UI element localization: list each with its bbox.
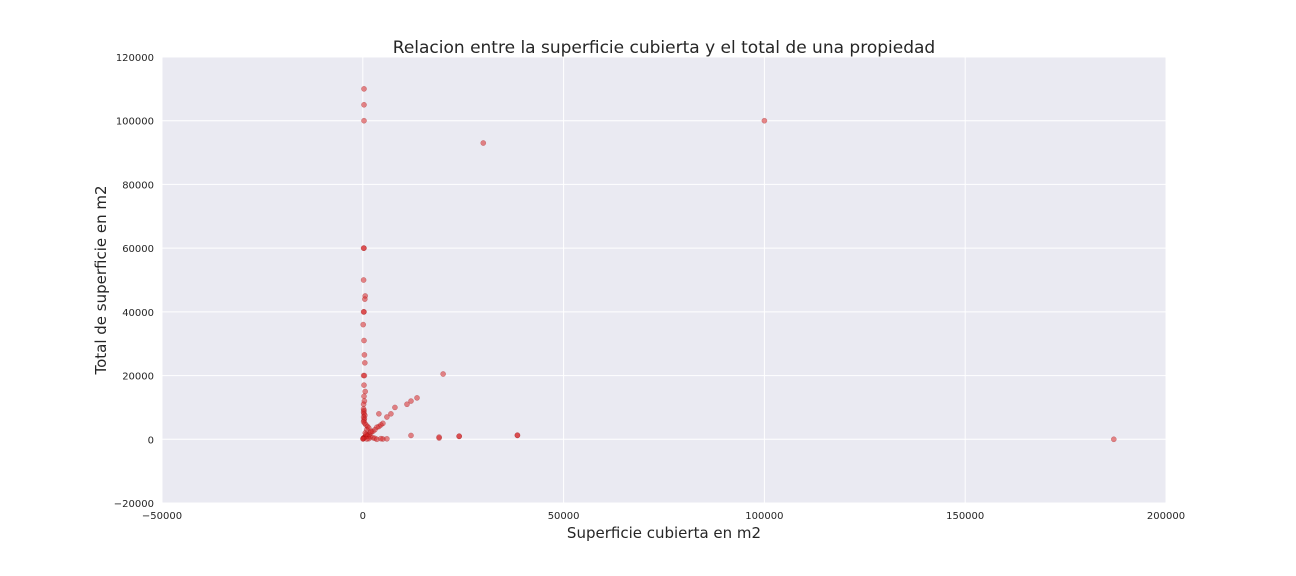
data-point <box>408 432 414 439</box>
data-point <box>361 337 367 344</box>
x-axis-label: Superficie cubierta en m2 <box>567 524 761 542</box>
x-tick-label: −50000 <box>142 511 182 522</box>
x-axis-ticks: −50000 0 50000 100000 150000 200000 <box>142 511 1185 522</box>
data-point <box>361 117 367 124</box>
data-point <box>361 86 367 92</box>
data-point <box>362 388 369 395</box>
y-tick-label: 120000 <box>116 53 154 64</box>
y-axis-label: Total de superficie en m2 <box>92 185 110 375</box>
data-point <box>388 410 394 417</box>
y-tick-label: 40000 <box>122 308 154 319</box>
y-axis-ticks: −20000 0 20000 40000 60000 80000 100000 120000 <box>114 53 154 510</box>
x-tick-label: 150000 <box>946 511 984 522</box>
grid-lines <box>161 56 1167 504</box>
data-point <box>436 434 442 440</box>
y-tick-label: 80000 <box>122 180 154 191</box>
data-point <box>367 428 374 435</box>
data-point <box>360 277 367 283</box>
data-point <box>374 436 380 443</box>
data-point <box>361 359 368 366</box>
y-tick-label: 20000 <box>122 372 154 383</box>
data-point <box>414 395 420 401</box>
y-tick-label: −20000 <box>114 499 154 510</box>
y-tick-label: 0 <box>148 435 154 446</box>
chart-title: Relacion entre la superficie cubierta y … <box>393 38 935 58</box>
data-points <box>360 86 1117 443</box>
x-tick-label: 100000 <box>745 511 783 522</box>
data-point <box>361 296 368 302</box>
data-point <box>361 101 367 108</box>
data-point <box>361 372 368 379</box>
y-tick-label: 60000 <box>122 244 154 255</box>
plot-area <box>162 57 1166 503</box>
data-point <box>363 436 370 442</box>
data-point <box>1110 436 1117 443</box>
data-point <box>376 410 382 417</box>
data-point <box>361 382 367 388</box>
y-tick-label: 100000 <box>116 117 154 128</box>
data-point <box>456 433 463 439</box>
data-point <box>360 245 367 251</box>
data-point <box>480 140 487 146</box>
data-point <box>408 398 414 404</box>
data-point <box>404 401 410 408</box>
x-tick-label: 50000 <box>548 511 580 522</box>
data-point <box>514 432 521 438</box>
data-point <box>384 414 390 420</box>
data-point <box>360 321 367 328</box>
data-point <box>761 117 768 124</box>
data-point <box>361 352 368 358</box>
data-point <box>384 435 390 442</box>
x-tick-label: 0 <box>360 511 366 522</box>
data-point <box>360 309 367 315</box>
data-point <box>440 371 446 377</box>
data-point <box>361 393 367 400</box>
data-point <box>392 404 398 411</box>
x-tick-label: 200000 <box>1147 511 1185 522</box>
data-point <box>360 401 367 408</box>
